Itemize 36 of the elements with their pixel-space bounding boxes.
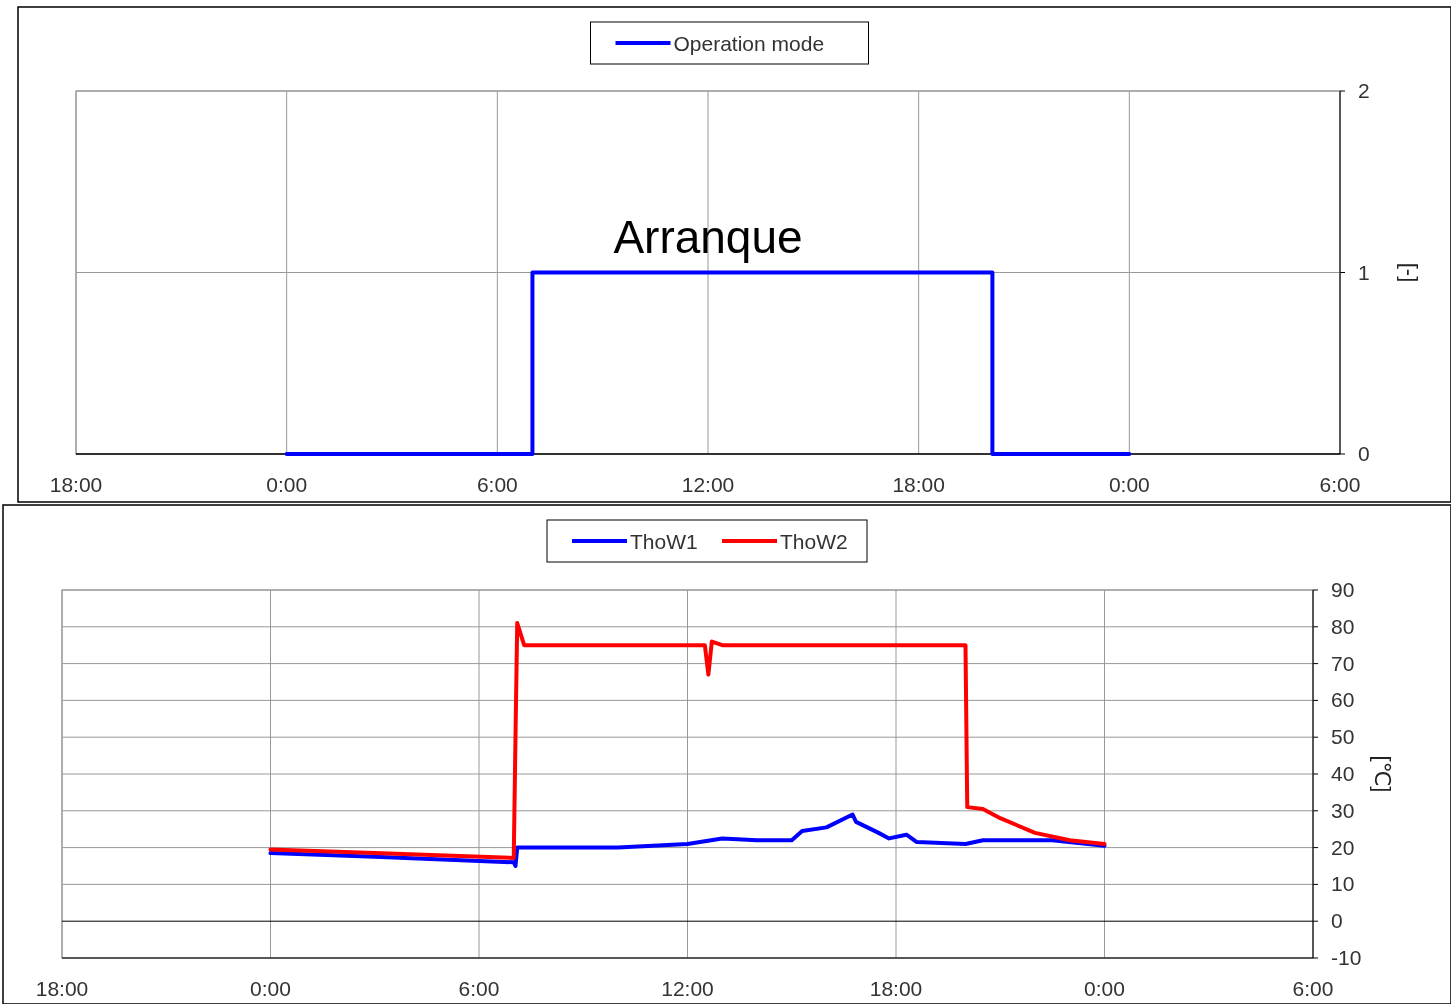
x-tick-label: 0:00 xyxy=(1108,473,1150,496)
y-tick-label: 60 xyxy=(1331,688,1355,712)
x-tick-label: 6:00 xyxy=(458,977,500,1000)
legend-label: Operation mode xyxy=(673,32,825,55)
x-tick-label: 18:00 xyxy=(49,473,103,496)
y-tick-label: 70 xyxy=(1331,651,1355,675)
y-axis-title: [℃] xyxy=(1370,755,1395,793)
y-tick-label: 2 xyxy=(1358,79,1370,102)
y-tick-label: 80 xyxy=(1331,614,1355,638)
legend-label: ThoW1 xyxy=(630,530,698,553)
line-series xyxy=(268,621,1107,860)
x-tick-label: 0:00 xyxy=(266,473,308,496)
y-tick-label: 10 xyxy=(1331,872,1355,896)
y-tick-label: 0 xyxy=(1358,442,1370,465)
annotation: Arranque xyxy=(613,210,803,263)
y-tick-label: 90 xyxy=(1331,578,1355,601)
x-tick-label: 6:00 xyxy=(1319,473,1361,496)
y-tick-label: 40 xyxy=(1331,762,1355,785)
y-tick-label: 50 xyxy=(1331,725,1355,749)
y-tick-label: 30 xyxy=(1331,798,1355,822)
x-tick-label: 6:00 xyxy=(1292,977,1334,1000)
x-tick-label: 18:00 xyxy=(35,977,89,1000)
y-tick-label: 1 xyxy=(1358,260,1370,284)
x-tick-label: 0:00 xyxy=(250,977,291,1000)
x-tick-label: 0:00 xyxy=(1084,977,1125,1000)
x-tick-label: 12:00 xyxy=(681,473,735,496)
y-axis-title: [-] xyxy=(1397,262,1422,283)
x-tick-label: 6:00 xyxy=(476,473,518,496)
x-tick-label: 12:00 xyxy=(661,977,714,1000)
y-tick-label: 0 xyxy=(1331,909,1343,933)
x-tick-label: 18:00 xyxy=(892,473,945,496)
x-tick-label: 18:00 xyxy=(869,977,923,1000)
y-tick-label: 20 xyxy=(1331,835,1355,859)
line-series xyxy=(268,812,1107,868)
legend-label: ThoW2 xyxy=(780,530,848,553)
y-tick-label: -10 xyxy=(1331,946,1362,969)
